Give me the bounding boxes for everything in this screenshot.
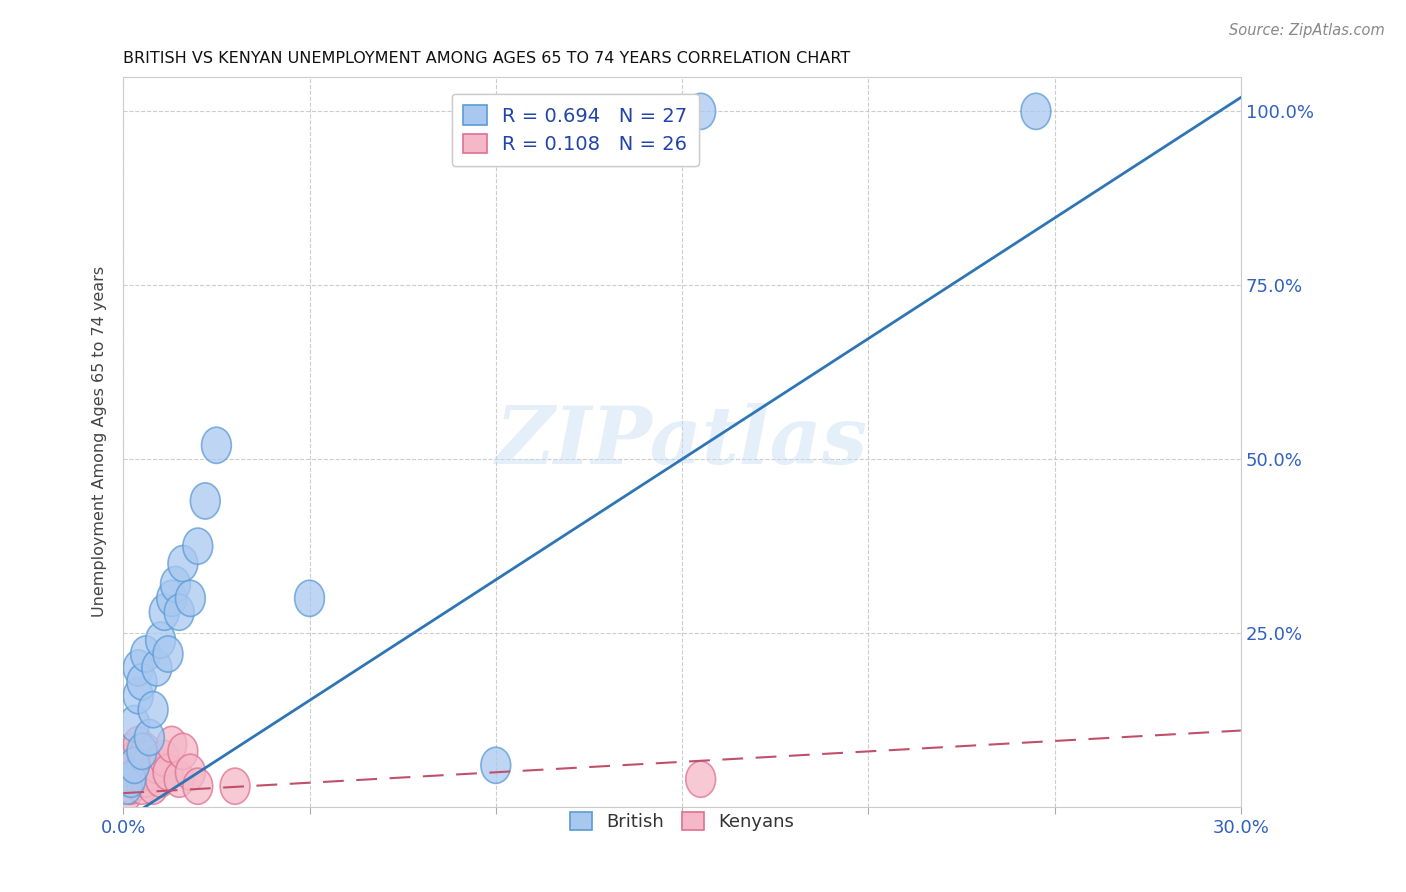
Ellipse shape bbox=[135, 719, 165, 756]
Ellipse shape bbox=[295, 581, 325, 616]
Ellipse shape bbox=[120, 747, 149, 783]
Ellipse shape bbox=[112, 747, 142, 783]
Ellipse shape bbox=[124, 678, 153, 714]
Ellipse shape bbox=[153, 754, 183, 790]
Ellipse shape bbox=[127, 768, 157, 805]
Ellipse shape bbox=[165, 761, 194, 797]
Ellipse shape bbox=[157, 581, 187, 616]
Ellipse shape bbox=[127, 733, 157, 770]
Ellipse shape bbox=[149, 594, 179, 631]
Ellipse shape bbox=[146, 622, 176, 658]
Ellipse shape bbox=[142, 650, 172, 686]
Legend: British, Kenyans: British, Kenyans bbox=[562, 805, 801, 838]
Ellipse shape bbox=[221, 768, 250, 805]
Ellipse shape bbox=[135, 754, 165, 790]
Ellipse shape bbox=[153, 636, 183, 672]
Ellipse shape bbox=[112, 768, 142, 805]
Ellipse shape bbox=[183, 528, 212, 565]
Ellipse shape bbox=[131, 636, 160, 672]
Ellipse shape bbox=[120, 761, 149, 797]
Ellipse shape bbox=[157, 726, 187, 763]
Ellipse shape bbox=[167, 546, 198, 582]
Ellipse shape bbox=[120, 740, 149, 776]
Ellipse shape bbox=[176, 581, 205, 616]
Ellipse shape bbox=[146, 761, 176, 797]
Ellipse shape bbox=[120, 706, 149, 741]
Text: BRITISH VS KENYAN UNEMPLOYMENT AMONG AGES 65 TO 74 YEARS CORRELATION CHART: BRITISH VS KENYAN UNEMPLOYMENT AMONG AGE… bbox=[124, 51, 851, 66]
Ellipse shape bbox=[160, 566, 190, 602]
Text: ZIPatlas: ZIPatlas bbox=[496, 403, 868, 481]
Ellipse shape bbox=[124, 754, 153, 790]
Ellipse shape bbox=[115, 768, 146, 805]
Ellipse shape bbox=[190, 483, 221, 519]
Ellipse shape bbox=[127, 747, 157, 783]
Ellipse shape bbox=[481, 747, 510, 783]
Ellipse shape bbox=[165, 594, 194, 631]
Ellipse shape bbox=[131, 733, 160, 770]
Ellipse shape bbox=[686, 94, 716, 129]
Ellipse shape bbox=[131, 761, 160, 797]
Ellipse shape bbox=[115, 733, 146, 770]
Ellipse shape bbox=[124, 726, 153, 763]
Ellipse shape bbox=[135, 740, 165, 776]
Ellipse shape bbox=[115, 761, 146, 797]
Text: Source: ZipAtlas.com: Source: ZipAtlas.com bbox=[1229, 23, 1385, 38]
Ellipse shape bbox=[138, 691, 167, 728]
Ellipse shape bbox=[112, 775, 142, 811]
Ellipse shape bbox=[201, 427, 232, 463]
Ellipse shape bbox=[138, 768, 167, 805]
Ellipse shape bbox=[183, 768, 212, 805]
Ellipse shape bbox=[167, 733, 198, 770]
Ellipse shape bbox=[142, 747, 172, 783]
Ellipse shape bbox=[1021, 94, 1050, 129]
Ellipse shape bbox=[176, 754, 205, 790]
Ellipse shape bbox=[149, 740, 179, 776]
Ellipse shape bbox=[127, 664, 157, 700]
Y-axis label: Unemployment Among Ages 65 to 74 years: Unemployment Among Ages 65 to 74 years bbox=[93, 266, 107, 617]
Ellipse shape bbox=[124, 650, 153, 686]
Ellipse shape bbox=[686, 761, 716, 797]
